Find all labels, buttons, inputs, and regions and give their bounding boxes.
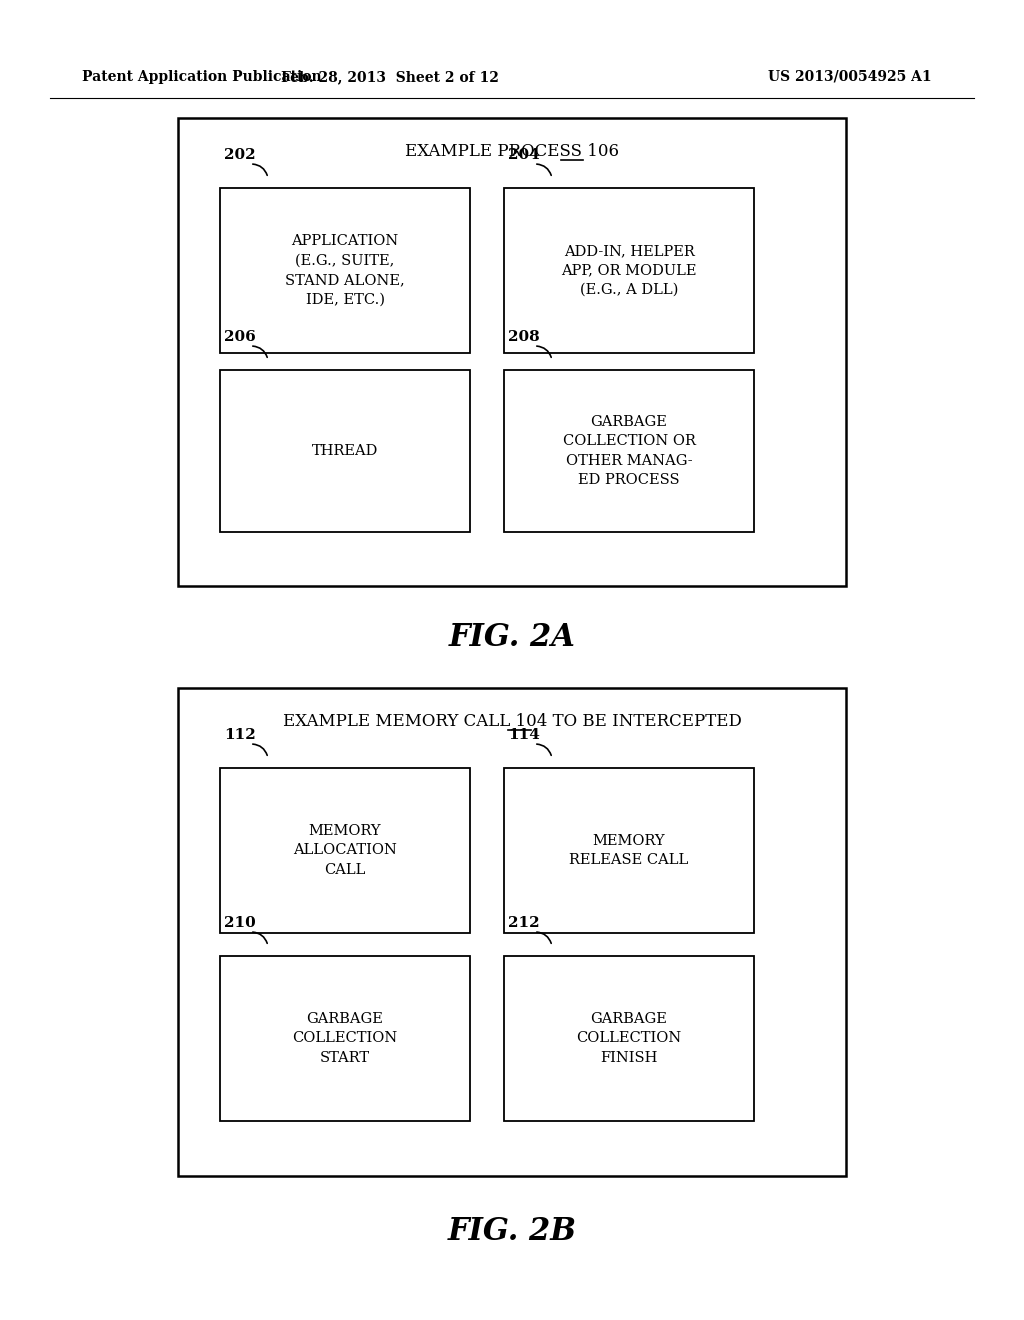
Text: 208: 208: [508, 330, 540, 345]
Text: 114: 114: [508, 729, 540, 742]
Text: FIG. 2A: FIG. 2A: [449, 623, 575, 653]
Text: APPLICATION
(E.G., SUITE,
STAND ALONE,
IDE, ETC.): APPLICATION (E.G., SUITE, STAND ALONE, I…: [285, 234, 404, 306]
Text: 206: 206: [224, 330, 256, 345]
Bar: [220, 768, 470, 933]
Bar: [220, 956, 470, 1121]
Text: FIG. 2B: FIG. 2B: [447, 1216, 577, 1246]
Bar: [178, 688, 846, 1176]
Text: EXAMPLE MEMORY CALL 104 TO BE INTERCEPTED: EXAMPLE MEMORY CALL 104 TO BE INTERCEPTE…: [283, 714, 741, 730]
Text: Patent Application Publication: Patent Application Publication: [82, 70, 322, 84]
Text: 212: 212: [508, 916, 540, 931]
Bar: [220, 370, 470, 532]
Bar: [504, 370, 754, 532]
Text: 204: 204: [508, 148, 540, 162]
Text: ADD-IN, HELPER
APP, OR MODULE
(E.G., A DLL): ADD-IN, HELPER APP, OR MODULE (E.G., A D…: [561, 244, 696, 297]
Text: GARBAGE
COLLECTION
START: GARBAGE COLLECTION START: [293, 1012, 397, 1065]
Text: 202: 202: [224, 148, 256, 162]
Text: GARBAGE
COLLECTION OR
OTHER MANAG-
ED PROCESS: GARBAGE COLLECTION OR OTHER MANAG- ED PR…: [562, 414, 695, 487]
Text: 112: 112: [224, 729, 256, 742]
Text: US 2013/0054925 A1: US 2013/0054925 A1: [768, 70, 932, 84]
Text: GARBAGE
COLLECTION
FINISH: GARBAGE COLLECTION FINISH: [577, 1012, 682, 1065]
Bar: [504, 187, 754, 352]
Text: MEMORY
ALLOCATION
CALL: MEMORY ALLOCATION CALL: [293, 824, 397, 876]
Text: 210: 210: [224, 916, 256, 931]
Text: EXAMPLE PROCESS 106: EXAMPLE PROCESS 106: [406, 144, 618, 161]
Bar: [220, 187, 470, 352]
Bar: [504, 956, 754, 1121]
Text: THREAD: THREAD: [312, 444, 378, 458]
Text: MEMORY
RELEASE CALL: MEMORY RELEASE CALL: [569, 834, 688, 867]
Text: Feb. 28, 2013  Sheet 2 of 12: Feb. 28, 2013 Sheet 2 of 12: [281, 70, 499, 84]
Bar: [178, 117, 846, 586]
Bar: [504, 768, 754, 933]
